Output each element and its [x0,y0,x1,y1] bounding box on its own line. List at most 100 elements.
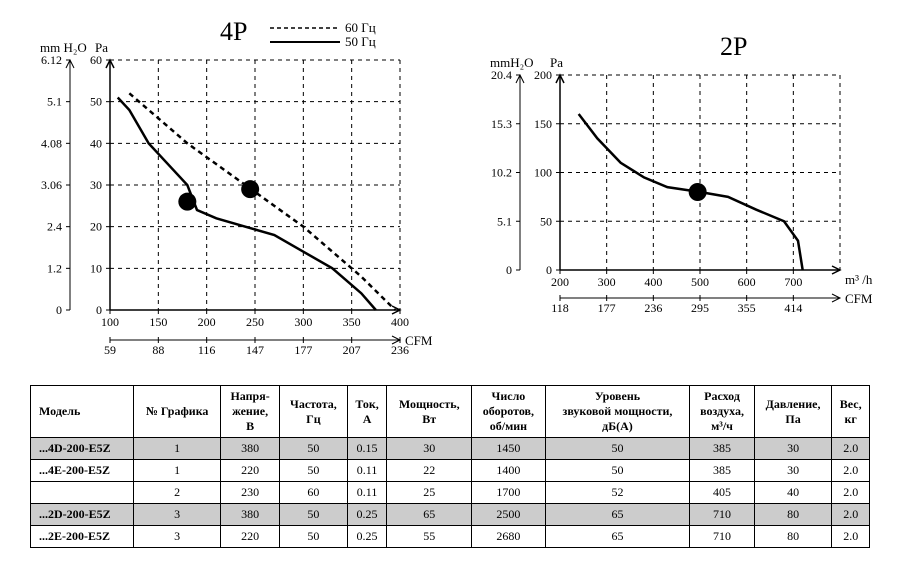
svg-text:4P: 4P [220,20,247,46]
svg-text:4.08: 4.08 [41,136,62,150]
data-cell: 80 [754,504,832,526]
table-head: Модель№ ГрафикаНапря-жение,ВЧастота,ГцТо… [31,386,870,438]
data-cell: 80 [754,526,832,548]
data-cell: 220 [221,460,280,482]
svg-text:350: 350 [343,315,361,329]
data-cell: 385 [690,438,754,460]
table-row: ...4E-200-E5Z1220500.1122140050385302.0 [31,460,870,482]
svg-text:60 Гц: 60 Гц [345,20,376,35]
svg-text:5.1: 5.1 [47,95,62,109]
svg-text:147: 147 [246,343,264,357]
data-cell: 0.25 [347,504,386,526]
svg-text:3.06: 3.06 [41,178,62,192]
svg-text:2: 2 [247,184,253,196]
data-cell: 1400 [472,460,545,482]
svg-text:250: 250 [246,315,264,329]
data-cell: 50 [279,504,347,526]
svg-text:20: 20 [90,220,102,234]
data-cell: 50 [545,460,690,482]
data-cell: 2.0 [832,482,870,504]
data-cell: 3 [134,526,221,548]
svg-text:300: 300 [294,315,312,329]
table-row: 2230600.1125170052405402.0 [31,482,870,504]
svg-text:100: 100 [534,166,552,180]
data-cell: 3 [134,504,221,526]
col-header: Модель [31,386,134,438]
svg-text:1.2: 1.2 [47,261,62,275]
data-cell: 25 [387,482,472,504]
svg-text:600: 600 [738,275,756,289]
col-header: Уровеньзвуковой мощности,дБ(А) [545,386,690,438]
data-cell: 55 [387,526,472,548]
svg-text:2P: 2P [720,32,747,61]
charts-row: 00101.2202.4303.06404.08505.1606.1210059… [20,20,880,365]
table-body: ...4D-200-E5Z1380500.1530145050385302.0.… [31,438,870,548]
table-row: ...2E-200-E5Z3220500.2555268065710802.0 [31,526,870,548]
svg-text:10.2: 10.2 [491,166,512,180]
col-header: Напря-жение,В [221,386,280,438]
svg-text:Pa: Pa [95,40,108,55]
svg-text:20.4: 20.4 [491,68,512,82]
data-cell: 1450 [472,438,545,460]
data-cell: 385 [690,460,754,482]
data-cell: 2.0 [832,504,870,526]
svg-text:177: 177 [598,301,616,315]
svg-text:118: 118 [551,301,569,315]
svg-text:50: 50 [540,214,552,228]
data-cell: 710 [690,526,754,548]
col-header: Ток,А [347,386,386,438]
data-cell: 0.15 [347,438,386,460]
svg-text:0: 0 [56,303,62,317]
svg-text:15.3: 15.3 [491,117,512,131]
svg-text:400: 400 [644,275,662,289]
svg-text:150: 150 [149,315,167,329]
data-cell: 50 [279,460,347,482]
svg-text:200: 200 [198,315,216,329]
col-header: № Графика [134,386,221,438]
data-cell: 220 [221,526,280,548]
data-cell: 65 [387,504,472,526]
model-cell: ...4E-200-E5Z [31,460,134,482]
table-row: ...2D-200-E5Z3380500.2565250065710802.0 [31,504,870,526]
model-cell: ...4D-200-E5Z [31,438,134,460]
data-cell: 30 [387,438,472,460]
data-cell: 1 [134,460,221,482]
col-header: Числооборотов,об/мин [472,386,545,438]
data-cell: 0.25 [347,526,386,548]
svg-text:116: 116 [198,343,216,357]
data-cell: 30 [754,438,832,460]
chart-4p: 00101.2202.4303.06404.08505.1606.1210059… [20,20,450,365]
svg-text:m³ /h: m³ /h [845,272,873,287]
col-header: Частота,Гц [279,386,347,438]
data-cell: 50 [279,438,347,460]
data-cell: 65 [545,526,690,548]
svg-text:100: 100 [101,315,119,329]
data-cell: 2.0 [832,526,870,548]
svg-text:50 Гц: 50 Гц [345,34,376,49]
svg-text:355: 355 [738,301,756,315]
table-row: ...4D-200-E5Z1380500.1530145050385302.0 [31,438,870,460]
svg-text:88: 88 [152,343,164,357]
data-cell: 2.0 [832,460,870,482]
col-header: Расходвоздуха,м³/ч [690,386,754,438]
svg-text:400: 400 [391,315,409,329]
col-header: Мощность,Вт [387,386,472,438]
svg-text:3: 3 [695,187,701,199]
svg-text:300: 300 [598,275,616,289]
svg-text:6.12: 6.12 [41,53,62,67]
data-cell: 0.11 [347,460,386,482]
data-cell: 380 [221,504,280,526]
model-cell: ...2D-200-E5Z [31,504,134,526]
spec-table: Модель№ ГрафикаНапря-жение,ВЧастота,ГцТо… [30,385,870,548]
data-cell: 1700 [472,482,545,504]
svg-text:5.1: 5.1 [497,214,512,228]
svg-text:10: 10 [90,261,102,275]
svg-text:30: 30 [90,178,102,192]
svg-text:150: 150 [534,117,552,131]
svg-text:236: 236 [644,301,662,315]
svg-text:200: 200 [551,275,569,289]
svg-text:177: 177 [294,343,312,357]
svg-text:40: 40 [90,136,102,150]
svg-text:0: 0 [506,263,512,277]
svg-text:1: 1 [185,197,191,209]
